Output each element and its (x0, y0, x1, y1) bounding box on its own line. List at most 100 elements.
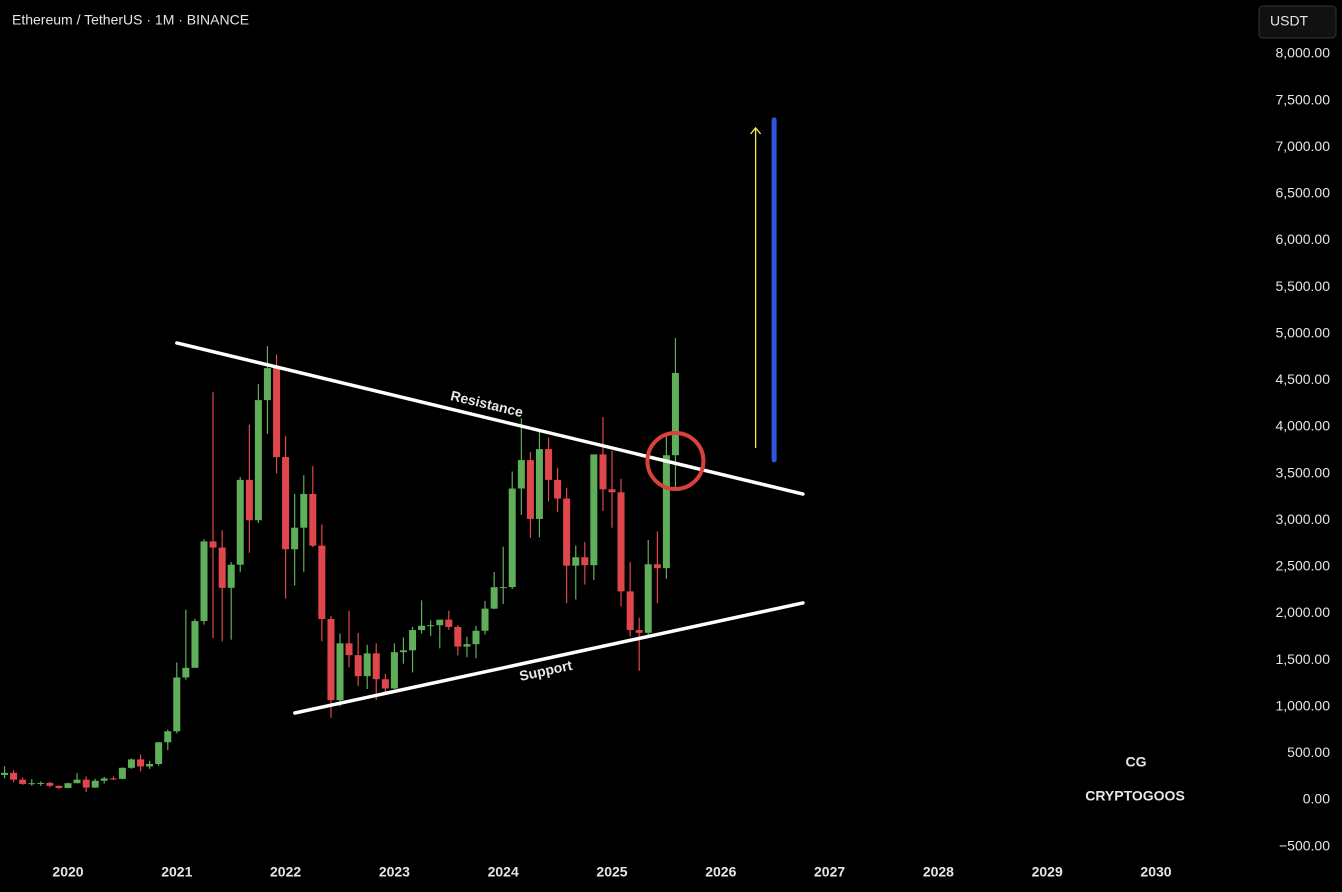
candle-body (209, 541, 217, 548)
candle-body (118, 767, 126, 779)
candle-body (91, 780, 99, 788)
candle-body (218, 547, 226, 588)
candle-body (644, 564, 652, 633)
y-tick-label: 2,500.00 (1276, 558, 1331, 574)
candle-body (127, 759, 135, 768)
candle-body (581, 557, 589, 566)
candle-body (173, 677, 181, 732)
candle-body (182, 667, 190, 678)
candle-body (554, 479, 562, 499)
y-tick-label: 6,000.00 (1276, 231, 1331, 247)
breakout-circle (645, 431, 706, 492)
candle-body (345, 643, 353, 656)
candle-body (82, 779, 90, 788)
candle-body (300, 493, 308, 528)
candle-body (535, 449, 543, 519)
candle-body (671, 372, 679, 456)
candle-body (445, 619, 453, 627)
candle-body (381, 679, 389, 689)
candle-body (164, 731, 172, 743)
candle-body (273, 368, 281, 458)
candle-body (309, 493, 317, 546)
candle-body (617, 492, 625, 592)
candle-body (481, 608, 489, 631)
x-tick-label: 2027 (814, 864, 845, 880)
candle-body (599, 454, 607, 490)
candle-body (427, 625, 435, 627)
candle-body (508, 488, 516, 588)
candle-body (254, 400, 262, 521)
candle-body (37, 782, 45, 784)
candle-body (100, 778, 108, 781)
x-tick-label: 2024 (488, 864, 519, 880)
candle-body (626, 591, 634, 631)
candle-body (191, 621, 199, 668)
candle-body (409, 630, 417, 651)
x-tick-label: 2028 (923, 864, 954, 880)
y-tick-label: 4,500.00 (1276, 371, 1331, 387)
candle-body (545, 449, 553, 480)
currency-button[interactable] (1258, 5, 1337, 39)
y-tick-label: 7,000.00 (1276, 138, 1331, 154)
y-tick-label: 1,500.00 (1276, 651, 1331, 667)
candle-body (64, 783, 72, 788)
candle-body (490, 587, 498, 609)
y-tick-label: 8,000.00 (1276, 45, 1331, 61)
y-tick-label: 2,000.00 (1276, 604, 1331, 620)
candle-body (590, 454, 598, 566)
x-tick-label: 2025 (596, 864, 627, 880)
candle-body (55, 785, 63, 788)
candle-body (227, 564, 235, 588)
candle-body (354, 655, 362, 677)
x-tick-label: 2021 (161, 864, 192, 880)
y-tick-label: 7,500.00 (1276, 91, 1331, 107)
candle-body (318, 545, 326, 619)
candle-body (372, 653, 380, 680)
candle-body (327, 618, 335, 701)
y-tick-label: 6,500.00 (1276, 185, 1331, 201)
logo-name: CRYPTOGOOS (1085, 788, 1185, 804)
candle-body (19, 779, 27, 784)
candle-body (608, 489, 616, 493)
x-tick-label: 2020 (52, 864, 83, 880)
candle-body (200, 541, 208, 622)
y-tick-label: 500.00 (1287, 744, 1330, 760)
candle-body (73, 779, 81, 784)
candle-body (662, 455, 670, 569)
candle-body (363, 653, 371, 677)
logo-mark: CG (1126, 754, 1147, 770)
candle-body (472, 630, 480, 645)
candle-body (245, 479, 253, 521)
candle-body (390, 652, 398, 689)
x-tick-label: 2022 (270, 864, 301, 880)
candle-body (517, 460, 525, 489)
candle-body (526, 460, 534, 519)
y-tick-label: 5,500.00 (1276, 278, 1331, 294)
x-tick-label: 2023 (379, 864, 410, 880)
x-tick-label: 2026 (705, 864, 736, 880)
candle-body (1, 772, 9, 775)
candle-body (436, 619, 444, 626)
x-tick-label: 2029 (1032, 864, 1063, 880)
candle-body (263, 368, 271, 401)
candle-body (10, 772, 18, 780)
candle-body (155, 742, 163, 764)
y-tick-label: 5,000.00 (1276, 324, 1331, 340)
candle-body (46, 782, 54, 786)
candle-body (563, 498, 571, 566)
y-tick-label: 3,000.00 (1276, 511, 1331, 527)
candle-body (572, 557, 580, 566)
candle-body (291, 527, 299, 550)
y-tick-label: 4,000.00 (1276, 418, 1331, 434)
chart-title: Ethereum / TetherUS · 1M · BINANCE (12, 12, 249, 28)
arrow-head (750, 126, 762, 135)
candle-body (137, 759, 145, 767)
candle-body (399, 650, 407, 653)
candle-body (463, 644, 471, 647)
y-tick-label: 0.00 (1303, 791, 1330, 807)
candle-body (282, 457, 290, 550)
y-tick-label: 3,500.00 (1276, 464, 1331, 480)
currency-label[interactable]: USDT (1270, 13, 1309, 29)
